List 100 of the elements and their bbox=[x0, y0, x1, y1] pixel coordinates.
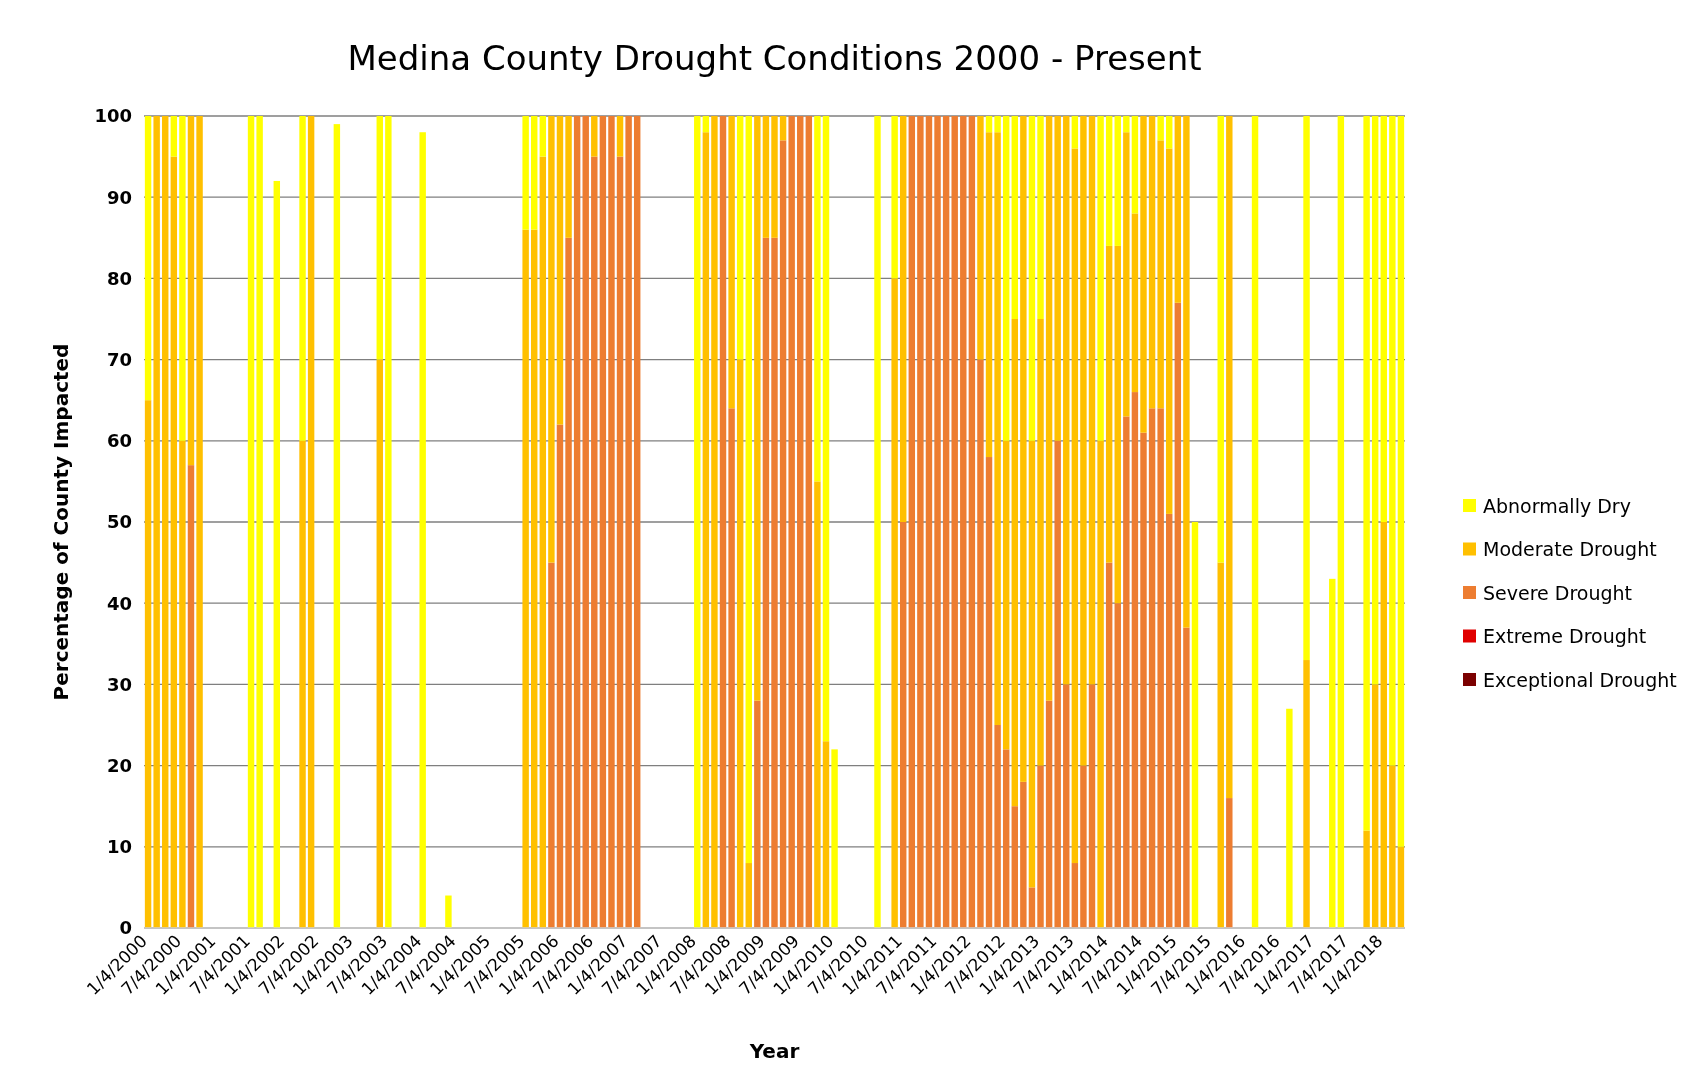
bar bbox=[1054, 440, 1061, 928]
legend-label: Extreme Drought bbox=[1483, 625, 1647, 648]
bar bbox=[1183, 116, 1190, 628]
bar bbox=[745, 116, 752, 864]
bar bbox=[736, 116, 744, 360]
bar bbox=[702, 116, 710, 133]
bar bbox=[711, 116, 718, 928]
bar bbox=[1131, 392, 1139, 928]
bar bbox=[1123, 416, 1130, 928]
bar bbox=[385, 116, 392, 928]
bar bbox=[333, 124, 341, 928]
bar bbox=[908, 116, 916, 928]
bar bbox=[874, 116, 881, 928]
bar bbox=[771, 116, 778, 238]
bar bbox=[445, 895, 452, 928]
legend-label: Moderate Drought bbox=[1483, 538, 1657, 561]
bar bbox=[754, 700, 761, 928]
bar bbox=[1226, 116, 1233, 799]
bar bbox=[1337, 116, 1345, 928]
bar bbox=[1011, 806, 1018, 928]
bar bbox=[1028, 440, 1036, 888]
bar bbox=[1397, 116, 1405, 847]
bar bbox=[1286, 708, 1293, 928]
legend-label: Abnormally Dry bbox=[1483, 494, 1631, 517]
bar bbox=[599, 116, 607, 928]
bar bbox=[900, 116, 907, 522]
bar bbox=[1363, 116, 1370, 831]
bar bbox=[891, 116, 898, 279]
bar bbox=[814, 481, 821, 928]
bar bbox=[779, 140, 787, 928]
bar bbox=[1114, 116, 1121, 246]
bar bbox=[728, 408, 735, 928]
bar bbox=[1148, 116, 1156, 409]
bar bbox=[299, 440, 306, 928]
bar bbox=[1002, 749, 1010, 928]
chart-title: Medina County Drought Conditions 2000 - Present bbox=[347, 38, 1202, 78]
bar bbox=[153, 116, 160, 928]
bar bbox=[925, 116, 933, 928]
bar bbox=[822, 116, 830, 742]
bar bbox=[608, 116, 615, 928]
bar bbox=[1037, 765, 1044, 928]
legend-label: Exceptional Drought bbox=[1483, 668, 1677, 691]
bar bbox=[565, 116, 572, 238]
bar bbox=[702, 132, 710, 928]
bar bbox=[1063, 116, 1070, 685]
bar bbox=[170, 116, 178, 157]
bar bbox=[977, 359, 984, 928]
bar bbox=[548, 562, 555, 928]
bar bbox=[247, 116, 255, 928]
bar bbox=[985, 457, 993, 928]
bar bbox=[187, 465, 195, 928]
bar bbox=[814, 116, 821, 482]
bar bbox=[951, 116, 958, 928]
bar bbox=[1380, 522, 1387, 928]
bar bbox=[531, 229, 538, 928]
bar bbox=[934, 116, 941, 928]
bar bbox=[797, 116, 804, 928]
bar bbox=[307, 116, 315, 928]
bar bbox=[762, 237, 770, 928]
bar bbox=[1080, 765, 1087, 928]
bar bbox=[179, 440, 186, 928]
bar bbox=[256, 116, 263, 928]
y-tick-label: 80 bbox=[106, 267, 132, 289]
bar bbox=[1020, 781, 1027, 928]
bar bbox=[1157, 116, 1164, 141]
bar bbox=[1071, 863, 1079, 928]
bar bbox=[891, 278, 898, 928]
bar bbox=[788, 116, 795, 928]
bar bbox=[1045, 116, 1053, 701]
bar bbox=[1080, 116, 1087, 766]
bar bbox=[1105, 245, 1113, 563]
bar bbox=[960, 116, 967, 928]
bar bbox=[754, 116, 761, 701]
bar bbox=[762, 116, 770, 238]
y-tick-label: 10 bbox=[106, 836, 132, 858]
y-tick-label: 60 bbox=[106, 430, 132, 452]
bar bbox=[1071, 148, 1079, 864]
bar bbox=[616, 156, 624, 928]
bar bbox=[144, 116, 152, 401]
bar bbox=[1303, 116, 1310, 661]
bar bbox=[1371, 116, 1379, 685]
bar bbox=[1174, 116, 1182, 303]
bar bbox=[573, 116, 581, 928]
bar bbox=[985, 132, 993, 458]
y-tick-label: 70 bbox=[106, 348, 132, 370]
bar bbox=[1183, 627, 1190, 928]
bar bbox=[419, 132, 426, 928]
bar bbox=[1166, 513, 1173, 928]
bar bbox=[539, 116, 547, 157]
bar bbox=[1002, 116, 1010, 441]
bar bbox=[1389, 116, 1396, 766]
bar bbox=[1371, 684, 1379, 928]
bar bbox=[1380, 116, 1387, 522]
bar bbox=[187, 116, 195, 466]
bar bbox=[968, 116, 976, 928]
bar bbox=[977, 116, 984, 360]
y-tick-label: 50 bbox=[106, 511, 132, 533]
bar bbox=[565, 237, 572, 928]
bar bbox=[1088, 684, 1096, 928]
bar bbox=[728, 116, 735, 409]
